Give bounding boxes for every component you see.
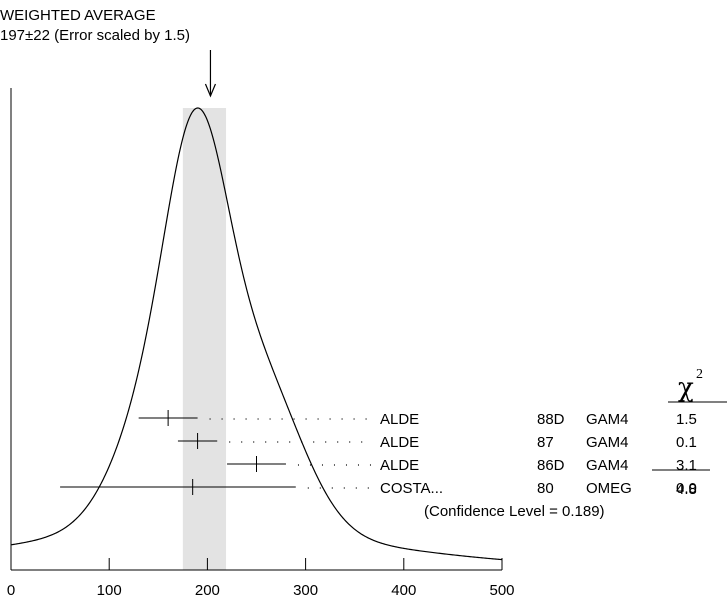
measurement-author: ALDE [380,434,419,451]
measurement-author: ALDE [380,457,419,474]
measurement-year: 80 [537,480,554,497]
x-tick-label: 0 [7,582,15,599]
measurement-year: 86D [537,457,565,474]
ideogram-curve [10,107,503,561]
x-tick-label: 400 [391,582,416,599]
measurement-technique: GAM4 [586,434,629,451]
measurement-chi2: 0.1 [676,434,697,451]
x-tick-label: 500 [489,582,514,599]
chi2-header: χ [678,373,694,403]
measurement-year: 87 [537,434,554,451]
measurement-technique: GAM4 [586,411,629,428]
measurement-author: COSTA... [380,480,443,497]
measurement-chi2: 1.5 [676,411,697,428]
x-tick-label: 300 [293,582,318,599]
measurement-technique: OMEG [586,480,632,497]
title-line-2: 197±22 (Error scaled by 1.5) [0,27,190,44]
x-axis-ticks: 0 100 200 300 400 500 [7,558,515,599]
chi2-superscript: 2 [696,367,703,382]
title-line-1: WEIGHTED AVERAGE [0,7,156,24]
x-tick-label: 100 [97,582,122,599]
average-error-band [182,108,227,570]
measurements-group: ALDE 88D GAM4 1.5 ALDE 87 GAM4 0.1 ALDE 86D GAM4 3.… [60,410,697,497]
measurement-author: ALDE [380,411,419,428]
average-arrow-head [204,83,217,98]
measurement-technique: GAM4 [586,457,629,474]
chi2-total: 4.8 [676,481,697,498]
confidence-level: (Confidence Level = 0.189) [424,503,605,520]
measurement-year: 88D [537,411,565,428]
x-tick-label: 200 [195,582,220,599]
measurement-chi2: 3.1 [676,457,697,474]
measurement-chi2: 0.0 [676,480,697,497]
